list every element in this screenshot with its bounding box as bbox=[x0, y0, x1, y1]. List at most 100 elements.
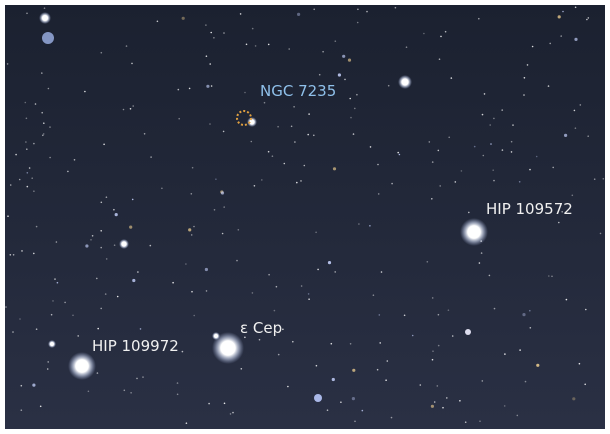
faint-star bbox=[123, 389, 126, 392]
faint-star bbox=[275, 285, 278, 288]
faint-star bbox=[483, 93, 486, 95]
faint-star bbox=[547, 85, 550, 87]
faint-star bbox=[516, 414, 519, 417]
faint-star bbox=[43, 7, 46, 9]
faint-star bbox=[411, 334, 414, 337]
faint-star bbox=[394, 6, 397, 9]
faint-star bbox=[213, 37, 215, 39]
faint-star bbox=[308, 298, 310, 301]
faint-star bbox=[431, 161, 434, 163]
faint-star bbox=[263, 101, 266, 104]
faint-star bbox=[55, 241, 58, 243]
faint-star bbox=[549, 42, 551, 45]
faint-star bbox=[64, 301, 66, 304]
star-label[interactable]: ε Cep bbox=[240, 319, 282, 337]
faint-star bbox=[587, 17, 590, 19]
faint-star bbox=[273, 309, 276, 312]
faint-star bbox=[206, 84, 210, 88]
faint-star bbox=[300, 285, 303, 287]
faint-star bbox=[351, 397, 355, 401]
faint-star bbox=[480, 252, 483, 254]
faint-star bbox=[587, 135, 589, 137]
faint-star bbox=[142, 376, 144, 378]
faint-star bbox=[268, 273, 270, 276]
faint-star bbox=[428, 141, 431, 143]
faint-star bbox=[156, 20, 159, 23]
faint-star bbox=[447, 309, 450, 312]
cluster-marker bbox=[236, 110, 252, 126]
faint-star bbox=[481, 113, 484, 116]
faint-star bbox=[100, 201, 103, 204]
faint-star bbox=[113, 208, 115, 211]
faint-star bbox=[223, 402, 226, 405]
faint-star bbox=[473, 145, 476, 148]
faint-star bbox=[39, 405, 42, 408]
faint-star bbox=[315, 364, 318, 367]
faint-star bbox=[149, 244, 152, 247]
faint-star bbox=[100, 246, 102, 249]
faint-star bbox=[387, 84, 390, 87]
faint-star bbox=[261, 179, 263, 181]
faint-star bbox=[132, 105, 134, 107]
faint-star bbox=[529, 327, 532, 329]
faint-star bbox=[282, 328, 284, 331]
faint-star bbox=[342, 54, 346, 58]
star bbox=[119, 239, 129, 249]
faint-star bbox=[181, 16, 185, 20]
faint-star bbox=[267, 43, 270, 46]
star bbox=[212, 332, 220, 340]
faint-star bbox=[366, 10, 368, 13]
faint-star bbox=[271, 155, 274, 157]
star bbox=[68, 352, 96, 380]
star-label[interactable]: HIP 109572 bbox=[486, 200, 573, 218]
faint-star bbox=[437, 344, 440, 347]
faint-star bbox=[150, 156, 152, 158]
faint-star bbox=[35, 328, 38, 331]
star-label[interactable]: HIP 109972 bbox=[92, 337, 179, 355]
faint-star bbox=[288, 48, 291, 50]
star bbox=[39, 12, 51, 24]
faint-star bbox=[347, 58, 352, 62]
faint-star bbox=[223, 206, 225, 208]
faint-star bbox=[129, 225, 133, 229]
faint-star bbox=[116, 295, 119, 298]
faint-star bbox=[332, 167, 337, 171]
faint-star bbox=[191, 166, 194, 169]
faint-star bbox=[565, 298, 568, 301]
faint-star bbox=[430, 404, 434, 408]
faint-star bbox=[478, 262, 481, 264]
faint-star bbox=[557, 15, 561, 19]
faint-star bbox=[177, 88, 180, 91]
faint-star bbox=[478, 17, 480, 20]
faint-star bbox=[91, 235, 94, 237]
faint-star bbox=[105, 258, 108, 260]
faint-star bbox=[331, 377, 335, 382]
faint-star bbox=[139, 328, 142, 330]
faint-star bbox=[46, 368, 49, 370]
faint-star bbox=[574, 6, 577, 9]
faint-star bbox=[26, 172, 29, 174]
object-label[interactable]: NGC 7235 bbox=[260, 82, 336, 100]
faint-star bbox=[493, 307, 496, 310]
faint-star bbox=[489, 124, 492, 126]
faint-star bbox=[100, 230, 102, 232]
faint-star bbox=[232, 411, 234, 414]
faint-star bbox=[26, 148, 28, 150]
faint-star bbox=[26, 185, 29, 188]
faint-star bbox=[446, 397, 448, 399]
faint-star bbox=[251, 292, 254, 294]
faint-star bbox=[31, 177, 33, 179]
faint-star bbox=[492, 169, 495, 171]
faint-star bbox=[130, 392, 132, 394]
faint-star bbox=[493, 117, 495, 120]
faint-star bbox=[522, 313, 526, 317]
faint-star bbox=[450, 77, 453, 79]
faint-star bbox=[244, 336, 246, 339]
faint-star bbox=[42, 133, 45, 135]
faint-star bbox=[481, 380, 484, 382]
faint-star bbox=[244, 91, 246, 94]
faint-star bbox=[318, 73, 321, 76]
faint-star bbox=[536, 363, 540, 367]
faint-star bbox=[315, 231, 317, 234]
faint-star bbox=[103, 143, 105, 146]
